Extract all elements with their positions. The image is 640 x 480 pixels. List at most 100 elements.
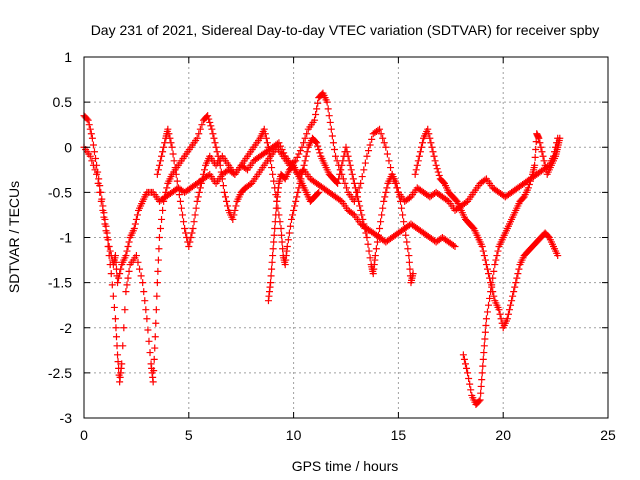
data-point [332,152,340,160]
data-point [269,245,277,253]
data-point [270,231,278,239]
data-point [372,245,380,253]
data-point [524,184,532,192]
data-point [510,288,518,296]
data-point [91,166,99,174]
data-point [212,143,220,151]
data-point [404,245,412,253]
data-point [327,125,335,133]
data-point [173,177,181,185]
data-point [295,150,303,158]
data-point [371,252,379,260]
data-point [515,265,523,273]
data-point [114,351,122,359]
data-point [385,157,393,165]
data-point [213,148,221,156]
data-point [150,367,158,375]
y-tick-label: -2.5 [48,365,72,381]
data-point [482,315,490,323]
data-point [399,211,407,219]
data-point [313,105,321,113]
data-point [395,193,403,201]
data-point [204,171,212,179]
data-point [186,238,194,246]
data-point [160,143,168,151]
data-point [207,122,215,130]
data-point [361,159,369,167]
data-point [162,188,170,196]
data-point [143,315,151,323]
data-point [337,166,345,174]
data-point [382,188,390,196]
data-point [343,148,351,156]
data-point [355,197,363,205]
data-point [271,224,279,232]
x-tick-label: 10 [286,427,302,443]
data-point [114,279,122,287]
data-point [209,130,217,138]
data-point [179,211,187,219]
data-point [150,355,158,363]
data-point [155,234,163,241]
data-point [106,261,114,269]
data-point [104,243,112,251]
data-point [419,139,427,147]
data-point [323,98,331,106]
data-point [278,231,286,239]
data-point [157,157,165,165]
data-point [482,261,490,269]
data-point [487,288,495,296]
x-tick-label: 25 [600,427,616,443]
data-point [344,152,352,160]
data-point [230,211,238,219]
data-point [443,196,451,204]
data-point [535,134,543,142]
data-point [374,126,382,134]
data-point [425,130,433,138]
data-point [360,220,368,228]
data-point [508,297,516,305]
data-point [154,267,162,275]
data-point [556,134,564,142]
data-point [480,349,488,357]
data-point [153,292,161,300]
data-point [492,256,500,264]
data-point [347,166,355,174]
data-point [242,165,250,173]
data-point [365,147,373,155]
data-point [153,170,161,178]
data-point [338,161,346,169]
data-point [170,157,178,165]
data-point [120,324,128,332]
x-tick-label: 0 [80,427,88,443]
data-point [481,335,489,343]
data-point [527,174,535,182]
data-point [160,197,168,205]
data-point [272,204,280,212]
data-point [405,252,413,260]
data-point [526,177,534,185]
data-point [358,173,366,181]
data-point [432,161,440,169]
x-axis-label: GPS time / hours [292,458,399,474]
data-point [94,179,102,187]
data-point [495,306,503,314]
data-point [134,258,142,266]
data-point [218,175,226,183]
data-point [161,193,169,201]
data-point [224,202,232,210]
data-point [286,222,294,230]
data-point [350,179,358,187]
data-point [198,175,206,183]
data-point [130,224,138,232]
y-tick-label: -0.5 [48,184,72,200]
data-point [357,206,365,214]
data-point [88,134,96,142]
data-point [108,281,116,289]
data-point [435,171,443,179]
data-point [462,199,470,207]
data-point [314,142,322,150]
data-point [114,358,122,366]
data-point [392,179,400,187]
data-point [268,265,276,273]
